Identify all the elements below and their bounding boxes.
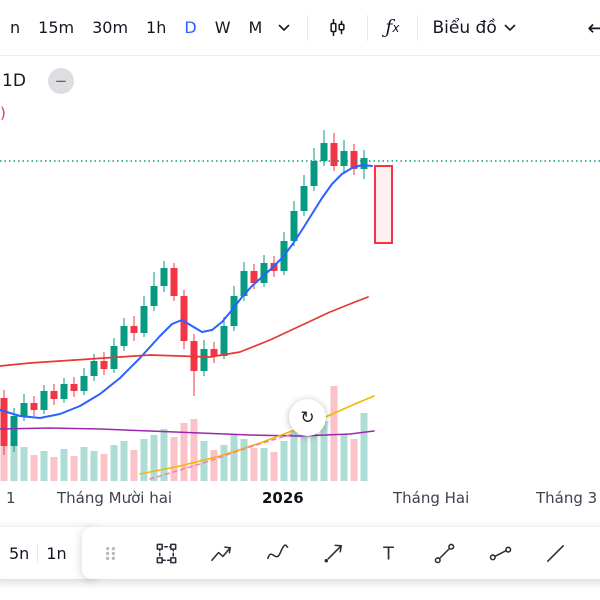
overlay-lower-pink-dashed — [149, 433, 293, 480]
overlay-volume-ma-purple — [0, 427, 375, 437]
timeframe-expand-chevron-icon[interactable] — [272, 18, 296, 38]
minus-icon: − — [54, 71, 68, 90]
legend-partial-value: ) — [0, 104, 6, 122]
toolbar-divider — [37, 544, 39, 562]
tool-polyline-arrow-icon[interactable] — [205, 537, 238, 570]
tool-rectangle-select-icon[interactable] — [150, 537, 183, 570]
timeframe-n[interactable]: n — [2, 12, 28, 43]
tool-extended-line-icon[interactable] — [595, 537, 600, 570]
axis-label: Tháng Hai — [393, 489, 470, 507]
range-toolbar: 5n 1n — [0, 527, 98, 579]
toolbar-divider — [307, 14, 309, 41]
chart-style-candles-icon[interactable] — [319, 11, 356, 44]
range-1n[interactable]: 1n — [39, 538, 73, 569]
time-axis: 1 Tháng Mười hai 2026 Tháng Hai Tháng 3 — [0, 489, 600, 509]
refresh-icon: ↻ — [300, 407, 315, 428]
timeframe-group: n 15m 30m 1h D W M — [2, 12, 270, 43]
axis-label: 2026 — [262, 489, 304, 507]
timeframe-30m[interactable]: 30m — [84, 12, 136, 43]
tool-angle-line-icon[interactable] — [484, 537, 517, 570]
axis-label: 1 — [6, 489, 16, 507]
tool-brush-icon[interactable] — [261, 537, 294, 570]
svg-text:T: T — [382, 544, 394, 564]
rectangle-drawing[interactable] — [374, 165, 393, 244]
chevron-down-icon — [504, 24, 516, 31]
overlay-ma-slow-red — [0, 296, 369, 367]
chart-legend: 1D − — [2, 68, 74, 94]
timeframe-15m[interactable]: 15m — [30, 12, 82, 43]
drawing-toolbar: T — [82, 527, 600, 579]
fx-x: x — [392, 20, 400, 35]
refresh-button[interactable]: ↻ — [289, 399, 326, 436]
toolbar-divider — [367, 14, 369, 41]
volume-series — [0, 386, 368, 481]
chart-menu-label: Biểu đồ — [432, 17, 497, 38]
fx-f: ƒ — [385, 16, 393, 38]
tool-text-icon[interactable]: T — [372, 537, 405, 570]
range-5n[interactable]: 5n — [2, 538, 36, 569]
tool-trend-line-icon[interactable] — [428, 537, 461, 570]
tool-arrow-icon[interactable] — [317, 537, 350, 570]
timeframe-M[interactable]: M — [241, 12, 271, 43]
toolbar-divider — [416, 14, 418, 41]
timeframe-D[interactable]: D — [176, 12, 204, 43]
chart-menu-button[interactable]: Biểu đồ — [433, 18, 516, 38]
axis-label: Tháng 3 — [536, 489, 598, 507]
legend-collapse-button[interactable]: − — [47, 68, 74, 94]
timeframe-W[interactable]: W — [207, 12, 239, 43]
tool-drag-handle-icon[interactable] — [94, 537, 127, 570]
overlay-lower-yellow — [139, 395, 375, 475]
overlay-ma-fast-blue — [0, 164, 373, 419]
timeframe-1h[interactable]: 1h — [138, 12, 174, 43]
tool-line-icon[interactable] — [539, 537, 572, 570]
axis-label: Tháng Mười hai — [57, 489, 173, 507]
back-arrow-icon[interactable]: ← — [585, 12, 600, 44]
legend-interval: 1D — [2, 71, 26, 91]
